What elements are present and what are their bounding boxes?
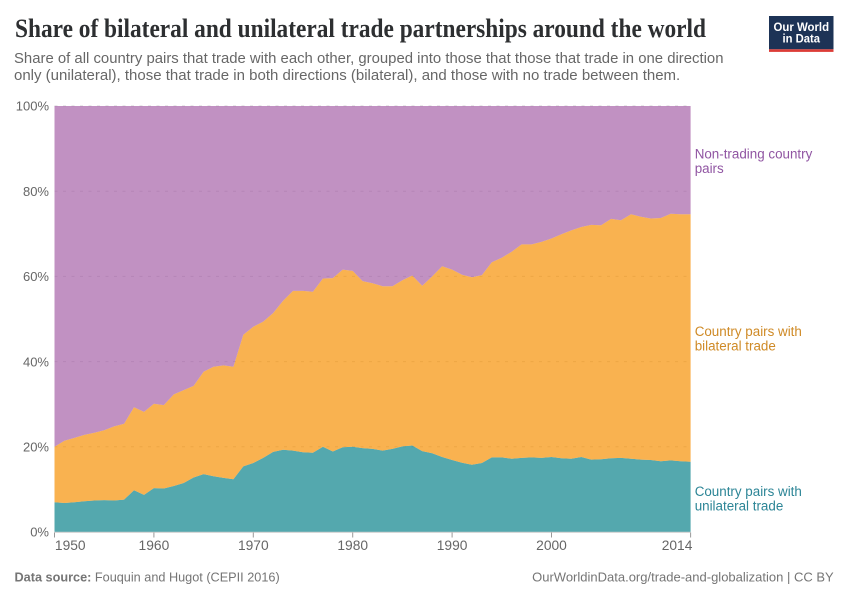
svg-text:0%: 0% [30, 525, 49, 540]
svg-text:1950: 1950 [55, 538, 86, 553]
svg-text:Data source: Fouquin and Hugot: Data source: Fouquin and Hugot (CEPII 20… [15, 571, 280, 585]
svg-text:bilateral trade: bilateral trade [695, 338, 776, 353]
svg-text:unilateral trade: unilateral trade [695, 498, 784, 513]
svg-text:Country pairs with: Country pairs with [695, 484, 802, 499]
svg-text:only (unilateral), those that: only (unilateral), those that trade in b… [14, 67, 680, 84]
svg-text:Our World: Our World [774, 20, 830, 34]
svg-text:2000: 2000 [536, 538, 567, 553]
svg-text:100%: 100% [16, 99, 50, 114]
svg-text:Non-trading country: Non-trading country [695, 146, 813, 161]
svg-text:1970: 1970 [238, 538, 269, 553]
svg-text:20%: 20% [23, 440, 49, 455]
svg-text:Country pairs with: Country pairs with [695, 324, 802, 339]
svg-text:Share of all country pairs tha: Share of all country pairs that trade wi… [14, 50, 724, 67]
svg-text:in Data: in Data [783, 32, 821, 46]
svg-text:OurWorldinData.org/trade-and-g: OurWorldinData.org/trade-and-globalizati… [532, 570, 834, 585]
svg-text:80%: 80% [23, 184, 49, 199]
svg-text:pairs: pairs [695, 161, 724, 176]
svg-text:1980: 1980 [337, 538, 368, 553]
svg-text:2014: 2014 [662, 538, 693, 553]
svg-text:1960: 1960 [139, 538, 170, 553]
svg-text:1990: 1990 [437, 538, 468, 553]
svg-text:40%: 40% [23, 354, 49, 369]
svg-text:60%: 60% [23, 269, 49, 284]
svg-text:Share of bilateral and unilate: Share of bilateral and unilateral trade … [15, 14, 706, 43]
